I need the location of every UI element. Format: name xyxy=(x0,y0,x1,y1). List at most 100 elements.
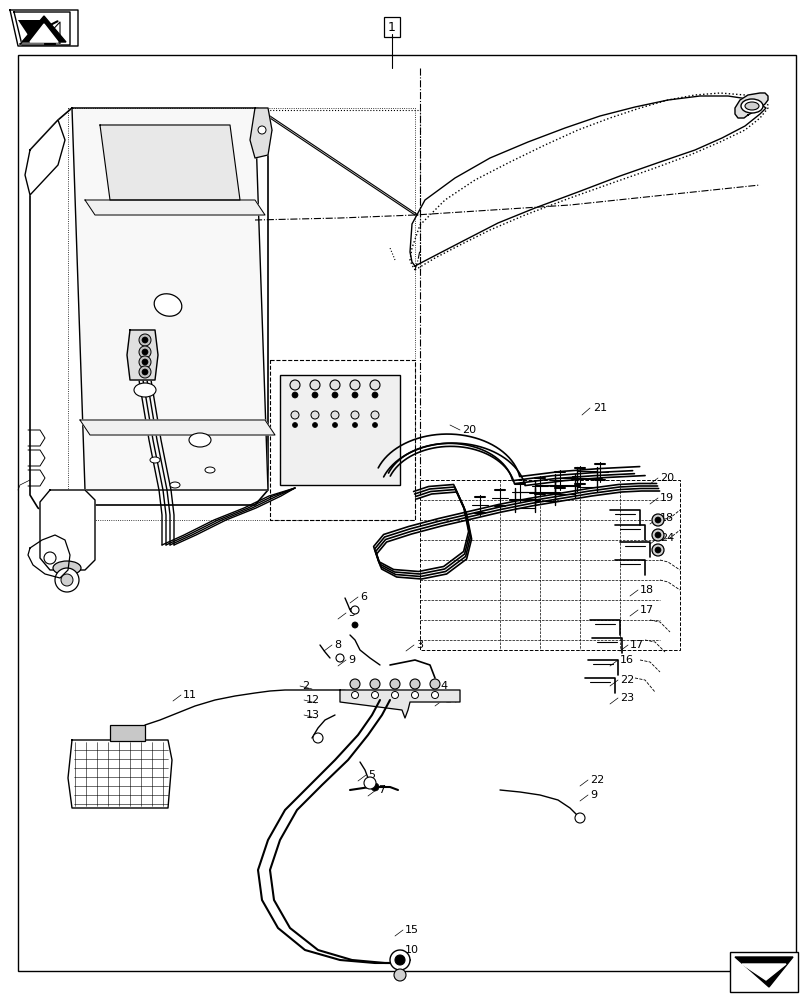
Circle shape xyxy=(351,622,358,628)
Circle shape xyxy=(312,422,317,428)
Circle shape xyxy=(311,392,318,398)
Ellipse shape xyxy=(53,561,81,575)
Circle shape xyxy=(351,692,358,698)
Circle shape xyxy=(370,679,380,689)
Text: 1: 1 xyxy=(388,21,396,34)
Circle shape xyxy=(430,679,440,689)
Text: 20: 20 xyxy=(659,473,673,483)
Circle shape xyxy=(142,369,148,375)
Circle shape xyxy=(336,654,344,662)
Circle shape xyxy=(371,411,379,419)
Ellipse shape xyxy=(154,294,182,316)
Polygon shape xyxy=(255,108,418,215)
Text: 5: 5 xyxy=(348,608,354,618)
Ellipse shape xyxy=(204,467,215,473)
Polygon shape xyxy=(22,16,66,42)
Circle shape xyxy=(350,411,358,419)
Circle shape xyxy=(55,568,79,592)
Text: 8: 8 xyxy=(333,640,341,650)
Polygon shape xyxy=(72,108,268,490)
Polygon shape xyxy=(18,20,45,38)
Circle shape xyxy=(258,126,266,134)
Text: 14: 14 xyxy=(444,695,458,705)
Circle shape xyxy=(372,422,377,428)
Ellipse shape xyxy=(150,457,160,463)
Text: 2: 2 xyxy=(302,681,309,691)
Circle shape xyxy=(394,955,405,965)
Circle shape xyxy=(389,679,400,689)
Polygon shape xyxy=(28,535,70,578)
Circle shape xyxy=(142,337,148,343)
Polygon shape xyxy=(734,957,792,987)
Ellipse shape xyxy=(169,482,180,488)
Text: 11: 11 xyxy=(182,690,197,700)
Text: 17: 17 xyxy=(639,605,654,615)
Circle shape xyxy=(331,411,338,419)
Circle shape xyxy=(371,783,379,791)
Text: 20: 20 xyxy=(461,425,475,435)
Polygon shape xyxy=(30,108,268,518)
Text: 21: 21 xyxy=(592,403,607,413)
Polygon shape xyxy=(127,330,158,380)
Circle shape xyxy=(350,606,358,614)
Text: 6: 6 xyxy=(359,592,367,602)
Text: 15: 15 xyxy=(405,925,418,935)
Polygon shape xyxy=(741,964,785,980)
Text: 22: 22 xyxy=(620,675,633,685)
Circle shape xyxy=(651,529,663,541)
Text: 10: 10 xyxy=(405,945,418,955)
Circle shape xyxy=(332,422,337,428)
Text: 4: 4 xyxy=(440,681,447,691)
Polygon shape xyxy=(14,12,70,45)
Circle shape xyxy=(370,380,380,390)
Circle shape xyxy=(310,380,320,390)
Polygon shape xyxy=(410,96,765,266)
Polygon shape xyxy=(30,24,58,42)
Circle shape xyxy=(139,356,151,368)
Circle shape xyxy=(329,380,340,390)
Text: 24: 24 xyxy=(659,533,673,543)
Circle shape xyxy=(651,544,663,556)
Circle shape xyxy=(312,733,323,743)
Circle shape xyxy=(142,359,148,365)
Ellipse shape xyxy=(740,99,762,113)
Text: 19: 19 xyxy=(659,493,673,503)
Polygon shape xyxy=(80,420,275,435)
Text: 16: 16 xyxy=(620,655,633,665)
Circle shape xyxy=(351,392,358,398)
Circle shape xyxy=(350,679,359,689)
Circle shape xyxy=(371,692,378,698)
Text: 18: 18 xyxy=(659,513,673,523)
Polygon shape xyxy=(25,120,65,195)
Polygon shape xyxy=(250,108,272,158)
Polygon shape xyxy=(20,22,60,44)
Polygon shape xyxy=(68,740,172,808)
Text: 9: 9 xyxy=(348,655,354,665)
Circle shape xyxy=(290,411,298,419)
Text: 3: 3 xyxy=(415,640,423,650)
Circle shape xyxy=(389,950,410,970)
Text: 22: 22 xyxy=(590,775,603,785)
Circle shape xyxy=(352,422,357,428)
Circle shape xyxy=(574,813,584,823)
Polygon shape xyxy=(85,200,264,215)
Polygon shape xyxy=(20,12,78,46)
Circle shape xyxy=(61,574,73,586)
Text: 23: 23 xyxy=(620,693,633,703)
Text: 7: 7 xyxy=(378,785,384,795)
Circle shape xyxy=(44,552,56,564)
Circle shape xyxy=(371,392,378,398)
Circle shape xyxy=(139,334,151,346)
Ellipse shape xyxy=(134,383,156,397)
Polygon shape xyxy=(10,10,78,46)
Bar xyxy=(280,375,400,485)
Text: 12: 12 xyxy=(306,695,320,705)
Circle shape xyxy=(142,349,148,355)
Ellipse shape xyxy=(189,433,211,447)
Circle shape xyxy=(410,679,419,689)
Polygon shape xyxy=(100,125,240,200)
Text: 17: 17 xyxy=(629,640,643,650)
Circle shape xyxy=(139,366,151,378)
Circle shape xyxy=(654,547,660,553)
Circle shape xyxy=(654,532,660,538)
